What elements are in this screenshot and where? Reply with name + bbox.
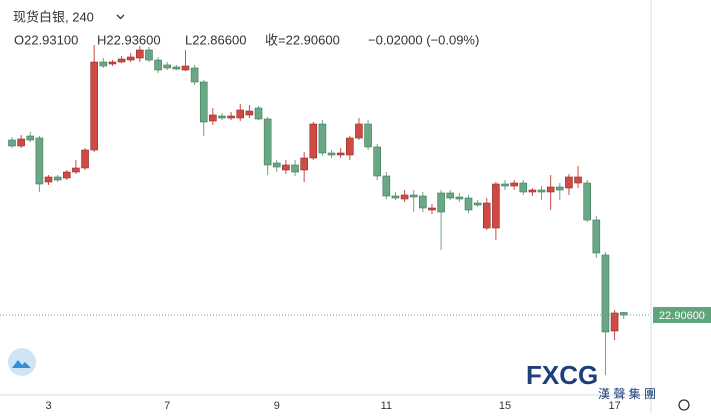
candle-body — [181, 65, 190, 71]
candle-body — [172, 66, 181, 70]
ohlc-value: −0.02000 (−0.09%) — [368, 32, 479, 47]
candle-body — [473, 202, 482, 206]
x-tick-label: 9 — [274, 400, 280, 412]
candle-body — [318, 123, 327, 154]
candle-body — [391, 195, 400, 199]
x-tick-label: 11 — [381, 400, 392, 412]
candle-body — [373, 146, 382, 177]
candle-body — [409, 194, 418, 198]
x-tick-label: 7 — [164, 400, 170, 412]
candle-body — [546, 186, 555, 193]
candle-body — [126, 56, 135, 61]
candle-body — [90, 61, 98, 151]
candle-body — [72, 167, 80, 173]
candle-body — [53, 176, 62, 181]
settings-button[interactable] — [678, 399, 690, 411]
candle-body — [510, 182, 518, 187]
candle-body — [619, 312, 628, 316]
candle-body — [300, 157, 308, 171]
candle-body — [62, 171, 71, 179]
ohlc-value: 收=22.90600 — [265, 32, 340, 47]
candle-body — [592, 219, 601, 254]
candle-body — [419, 195, 427, 209]
candle-body — [254, 107, 263, 120]
candle-body — [455, 196, 464, 200]
candle-body — [245, 110, 254, 116]
watermark-brand: FXCG — [526, 360, 598, 390]
candle-body — [218, 115, 226, 119]
candle-body — [346, 137, 354, 156]
candle-body — [501, 183, 509, 187]
candle-body — [528, 189, 537, 193]
logo-icon — [12, 360, 31, 368]
logo-button[interactable] — [8, 348, 36, 376]
candle-body — [336, 152, 345, 156]
candle-body — [610, 312, 619, 332]
candle-body — [309, 123, 318, 159]
candle-body — [35, 137, 44, 185]
candle-body — [263, 118, 272, 166]
candle-body — [236, 109, 245, 119]
candle-body — [145, 49, 153, 61]
candle-body — [555, 186, 564, 191]
candle-body — [163, 64, 172, 69]
candle-body — [26, 135, 35, 141]
ohlc-value: H22.93600 — [97, 32, 161, 47]
chart-title: 现货白银, 240 — [13, 9, 94, 24]
y-tick-label: 22.90600 — [659, 310, 705, 322]
x-tick-label: 17 — [608, 400, 620, 412]
candle-body — [327, 152, 336, 156]
candle-body — [519, 182, 528, 193]
candle-body — [108, 61, 117, 65]
candle-body — [8, 139, 16, 147]
candle-body — [565, 176, 573, 189]
candle-body — [400, 194, 409, 200]
interval-dropdown[interactable] — [116, 14, 125, 20]
watermark-subtitle: 漢 聲 集 團 — [598, 386, 656, 401]
x-tick-label: 15 — [499, 400, 511, 412]
candle-body — [199, 81, 208, 123]
candle-body — [364, 123, 372, 148]
candle-body — [437, 192, 445, 213]
candle-body — [355, 123, 363, 139]
candle-body — [291, 164, 299, 173]
candle-body — [209, 114, 217, 122]
candle-body — [117, 58, 126, 63]
candle-body — [482, 202, 491, 229]
candle-body — [382, 175, 391, 197]
candle-body — [464, 197, 473, 211]
candle-body — [154, 59, 162, 71]
x-tick-label: 3 — [45, 400, 51, 412]
candle-body — [99, 61, 108, 67]
candle-body — [446, 192, 455, 199]
ohlc-value: L22.86600 — [185, 32, 246, 47]
candle-body — [81, 149, 89, 169]
candle-body — [190, 67, 199, 83]
candle-body — [44, 176, 53, 183]
candle-body — [492, 183, 500, 229]
ohlc-value: O22.93100 — [14, 32, 78, 47]
candle-body — [428, 207, 436, 211]
last-price-tag — [653, 307, 711, 323]
candle-body — [583, 182, 591, 221]
candle-body — [227, 115, 235, 119]
candle-body — [537, 189, 546, 193]
candle-body — [282, 164, 290, 171]
candle-body — [601, 254, 610, 333]
candle-body — [574, 176, 582, 184]
candle-body — [272, 162, 281, 168]
candle-body — [136, 49, 144, 59]
candle-body — [17, 138, 25, 147]
